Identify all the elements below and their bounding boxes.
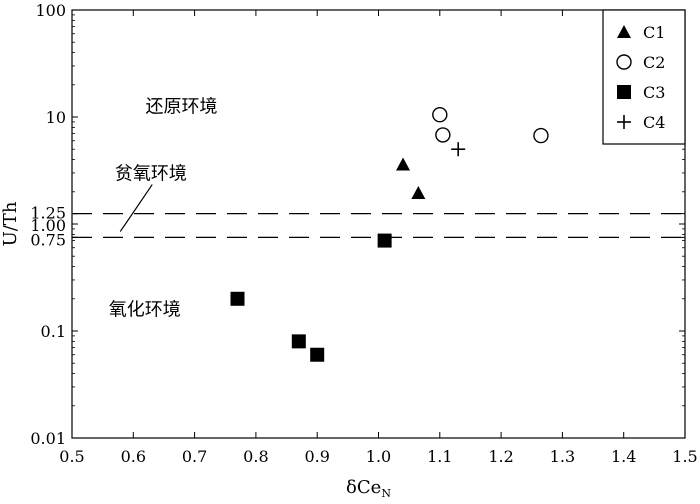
legend-marker-c3 xyxy=(617,85,631,99)
point-c1-1 xyxy=(411,185,426,199)
point-c3-0 xyxy=(377,233,392,248)
x-tick-label-8: 1.3 xyxy=(550,447,575,466)
region-label-0: 还原环境 xyxy=(146,97,218,118)
y-tick-label-0: 100 xyxy=(35,1,66,20)
x-tick-label-10: 1.5 xyxy=(672,447,697,466)
legend-label-c1: C1 xyxy=(643,23,665,42)
point-c4-0 xyxy=(451,142,466,157)
x-tick-label-9: 1.4 xyxy=(611,447,636,466)
y-tick-label-5: 0.1 xyxy=(41,322,66,341)
point-c1-0 xyxy=(396,157,411,171)
legend-label-c2: C2 xyxy=(643,53,665,72)
x-tick-label-7: 1.2 xyxy=(488,447,513,466)
region-label-1: 贫氧环境 xyxy=(115,164,187,185)
point-c2-0 xyxy=(432,107,448,123)
point-c2-1 xyxy=(435,127,451,143)
legend-label-c3: C3 xyxy=(643,83,665,102)
y-axis-label: U/Th xyxy=(0,201,21,246)
y-tick-label-1: 10 xyxy=(46,108,66,127)
point-c2-2 xyxy=(533,127,549,144)
x-tick-label-0: 0.5 xyxy=(59,447,84,466)
y-tick-label-6: 0.01 xyxy=(30,429,66,448)
x-tick-label-4: 0.9 xyxy=(304,447,329,466)
legend-marker-c4 xyxy=(617,115,631,129)
point-c3-2 xyxy=(291,334,306,349)
x-tick-label-2: 0.7 xyxy=(182,447,207,466)
legend-marker-c1 xyxy=(617,25,631,38)
legend-marker-c2 xyxy=(616,54,632,70)
x-tick-label-3: 0.8 xyxy=(243,447,268,466)
point-c3-3 xyxy=(310,347,325,362)
y-tick-label-3: 1.00 xyxy=(30,216,66,235)
point-c3-1 xyxy=(230,291,245,306)
leader-line-1 xyxy=(119,184,153,232)
x-axis-label: δCeN xyxy=(346,477,391,500)
legend-box xyxy=(602,9,686,145)
legend-label-c4: C4 xyxy=(643,113,665,132)
x-tick-label-1: 0.6 xyxy=(121,447,146,466)
region-label-2: 氧化环境 xyxy=(109,299,181,320)
plot-frame xyxy=(71,9,686,439)
y-tick-label-4: 0.75 xyxy=(30,230,66,249)
x-tick-label-5: 1.0 xyxy=(366,447,391,466)
y-tick-label-2: 1.25 xyxy=(30,204,66,223)
x-tick-label-6: 1.1 xyxy=(427,447,452,466)
